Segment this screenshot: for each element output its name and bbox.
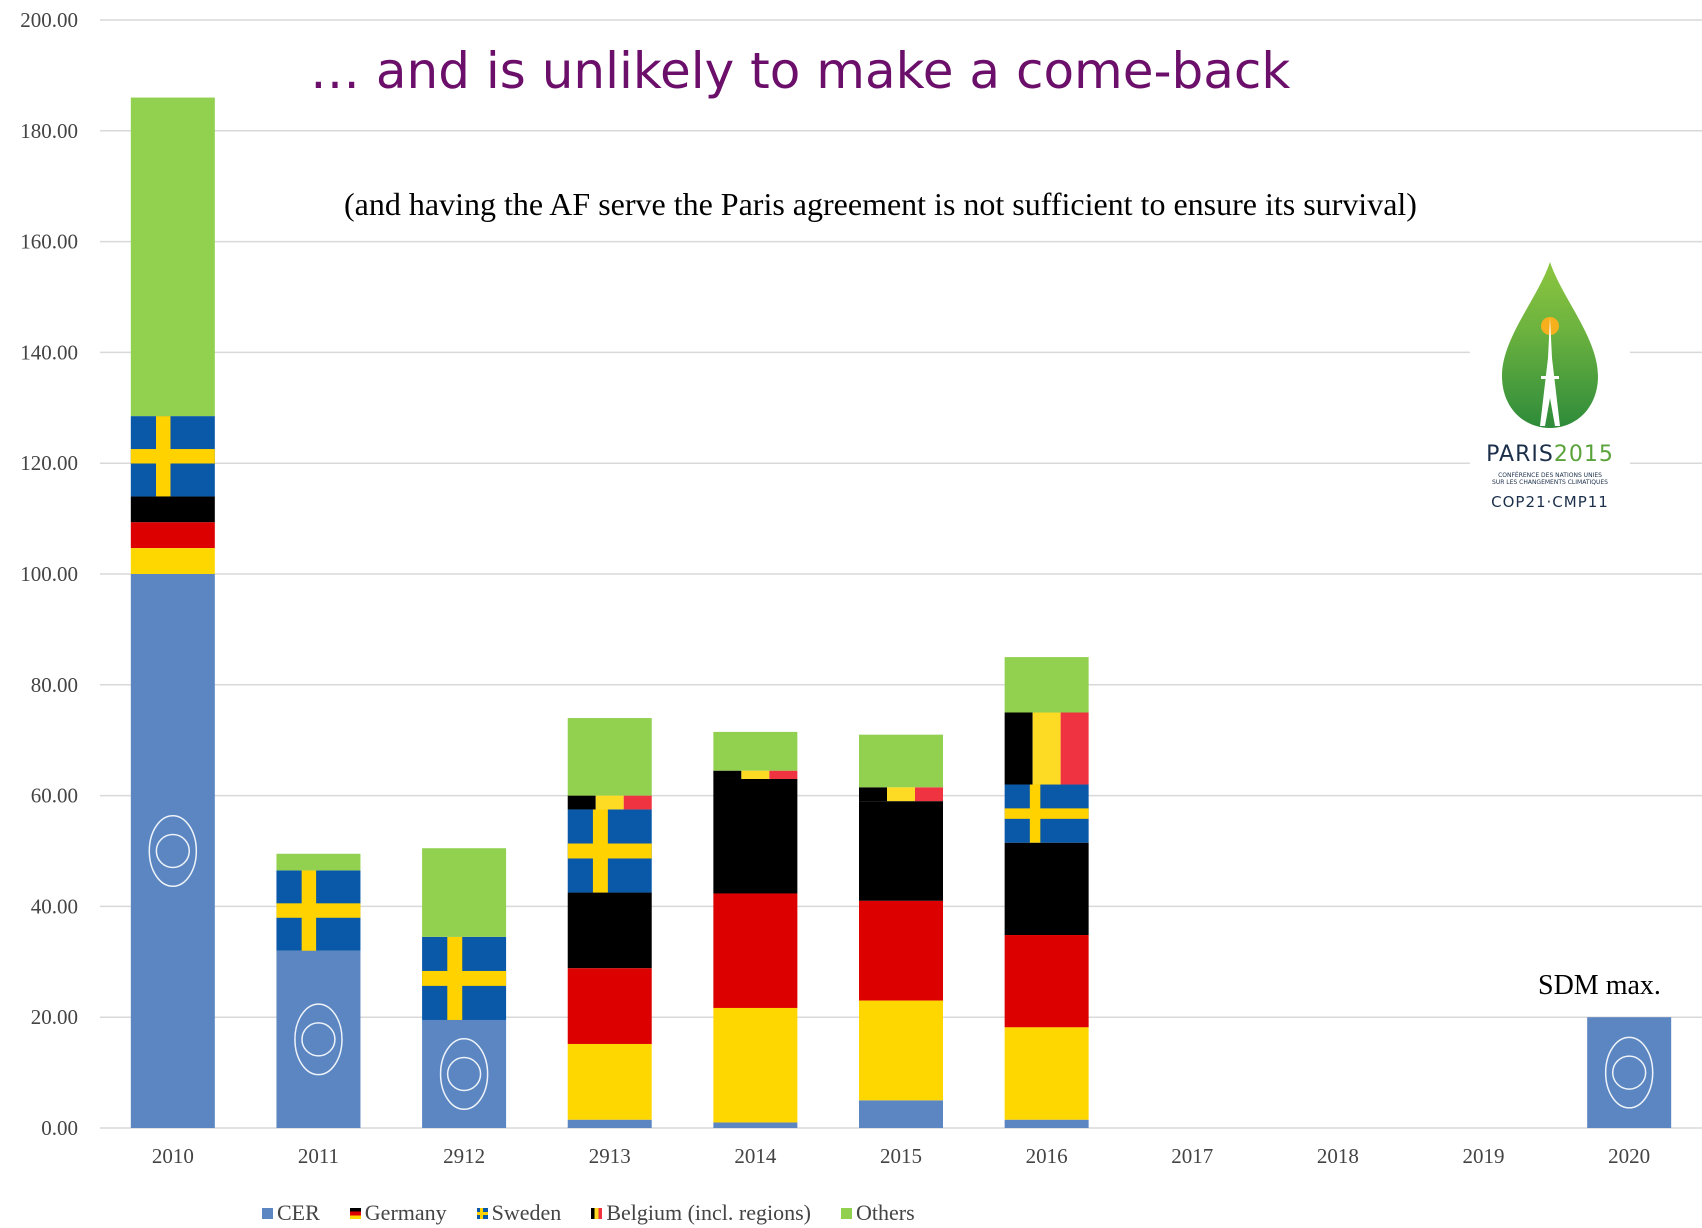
cer-segment (130, 574, 215, 1128)
cer-segment (859, 1100, 943, 1128)
sweden-flag-icon (476, 1207, 488, 1219)
belgium-segment (1004, 712, 1089, 785)
sweden-segment (422, 936, 507, 1020)
legend-label: Others (856, 1200, 915, 1225)
cer-segment (567, 1119, 652, 1128)
legend-item-cer: CER (262, 1200, 320, 1226)
others-segment (276, 853, 361, 871)
cer-segment (422, 1019, 507, 1128)
others-segment (130, 97, 215, 417)
legend-item-others: Others (841, 1200, 915, 1226)
sdm-max-annotation: SDM max. (1538, 970, 1661, 1001)
paris2015-logo: PARIS2015 CONFÉRENCE DES NATIONS UNIES S… (1470, 258, 1630, 518)
legend-label: Germany (364, 1200, 447, 1225)
y-tick-label: 20.00 (31, 1005, 78, 1029)
legend: CER Germany Sweden Belgium (incl. region… (262, 1200, 945, 1226)
slide-subtitle: (and having the AF serve the Paris agree… (344, 186, 1417, 222)
cer-swatch-icon (262, 1207, 273, 1219)
legend-item-germany: Germany (349, 1200, 447, 1226)
others-segment (713, 731, 798, 771)
legend-label: Sweden (491, 1200, 562, 1225)
un-emblem-icon (294, 1003, 343, 1076)
y-tick-label: 140.00 (20, 340, 78, 364)
x-tick-label: 2912 (443, 1144, 485, 1168)
cer-segment (713, 1122, 798, 1128)
y-tick-label: 0.00 (41, 1116, 78, 1140)
y-tick-label: 200.00 (20, 8, 78, 32)
germany-segment (1004, 842, 1089, 1120)
x-tick-label: 2019 (1463, 1144, 1505, 1168)
others-segment (1004, 657, 1089, 713)
belgium-segment (567, 795, 652, 810)
others-segment (567, 718, 652, 796)
x-tick-label: 2017 (1171, 1144, 1213, 1168)
sweden-segment (130, 416, 215, 497)
y-tick-label: 100.00 (20, 562, 78, 586)
germany-segment (130, 496, 215, 574)
germany-flag-icon (349, 1207, 361, 1219)
others-segment (422, 848, 507, 937)
un-emblem-icon (148, 814, 198, 888)
x-tick-label: 2015 (880, 1144, 922, 1168)
logo-cop-text: COP21·CMP11 (1491, 493, 1609, 511)
legend-label: CER (277, 1200, 320, 1225)
cer-segment (1004, 1119, 1089, 1128)
belgium-flag-icon (591, 1207, 603, 1219)
y-tick-label: 180.00 (20, 119, 78, 143)
leaf-eiffel-icon (1502, 262, 1598, 428)
others-segment (859, 734, 943, 788)
y-tick-label: 60.00 (31, 784, 78, 808)
x-tick-label: 2011 (298, 1144, 339, 1168)
y-tick-label: 80.00 (31, 673, 78, 697)
sweden-segment (276, 870, 361, 951)
y-tick-label: 160.00 (20, 230, 78, 254)
x-tick-label: 2018 (1317, 1144, 1359, 1168)
logo-text: PARIS2015 (1486, 442, 1614, 467)
belgium-segment (859, 787, 943, 802)
un-emblem-icon (439, 1037, 489, 1111)
y-tick-label: 40.00 (31, 894, 78, 918)
cer-segment (1587, 1017, 1672, 1128)
slide-title: … and is unlikely to make a come-back (310, 42, 1291, 100)
x-tick-label: 2010 (152, 1144, 194, 1168)
belgium-segment (713, 770, 798, 779)
sweden-segment (567, 809, 652, 893)
x-tick-label: 2020 (1608, 1144, 1650, 1168)
x-tick-label: 2913 (589, 1144, 631, 1168)
germany-segment (567, 892, 652, 1120)
others-swatch-icon (841, 1207, 852, 1219)
legend-item-belgium: Belgium (incl. regions) (591, 1200, 811, 1226)
germany-segment (859, 801, 943, 1101)
sweden-segment (1004, 784, 1089, 843)
x-tick-label: 2016 (1026, 1144, 1068, 1168)
germany-segment (713, 778, 798, 1123)
legend-label: Belgium (incl. regions) (606, 1200, 811, 1225)
x-tick-label: 2014 (734, 1144, 777, 1168)
y-tick-label: 120.00 (20, 451, 78, 475)
legend-item-sweden: Sweden (476, 1200, 562, 1226)
un-emblem-icon (1604, 1036, 1654, 1109)
cer-segment (276, 950, 361, 1128)
logo-small-text: CONFÉRENCE DES NATIONS UNIES SUR LES CHA… (1492, 472, 1608, 486)
